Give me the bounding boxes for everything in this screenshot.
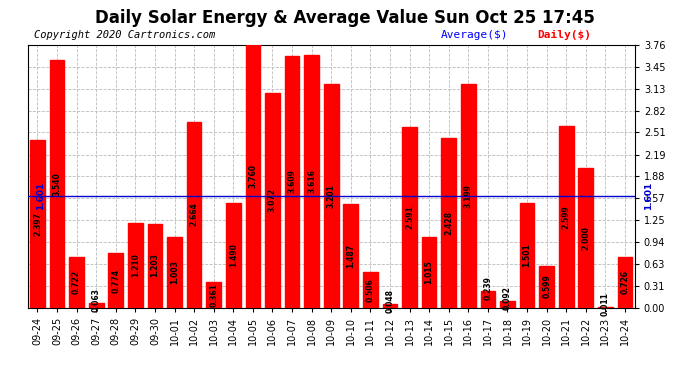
Bar (442, 138, 456, 308)
Text: 2.664: 2.664 (190, 202, 199, 226)
Text: 2.000: 2.000 (582, 226, 591, 250)
Bar (480, 291, 495, 308)
Bar (520, 203, 535, 308)
Text: 1.003: 1.003 (170, 261, 179, 284)
Text: Daily($): Daily($) (538, 30, 591, 40)
Text: 3.540: 3.540 (52, 172, 61, 196)
Bar (108, 254, 123, 308)
Bar (89, 303, 104, 307)
Bar (540, 266, 554, 308)
Text: 1.501: 1.501 (522, 243, 531, 267)
Text: 0.506: 0.506 (366, 278, 375, 302)
Text: 2.599: 2.599 (562, 205, 571, 229)
Text: 3.201: 3.201 (326, 184, 336, 208)
Bar (69, 257, 84, 307)
Bar (559, 126, 573, 308)
Bar (363, 272, 377, 308)
Text: 1.203: 1.203 (150, 254, 159, 278)
Bar (422, 237, 437, 308)
Text: 2.428: 2.428 (444, 211, 453, 235)
Bar (206, 282, 221, 308)
Text: 0.048: 0.048 (386, 290, 395, 314)
Text: 0.599: 0.599 (542, 275, 551, 298)
Text: 3.616: 3.616 (307, 170, 316, 193)
Text: 0.239: 0.239 (484, 276, 493, 300)
Text: 2.397: 2.397 (33, 212, 42, 236)
Bar (402, 127, 417, 308)
Text: 1.490: 1.490 (229, 243, 238, 267)
Bar (618, 257, 632, 307)
Text: 3.609: 3.609 (288, 170, 297, 194)
Text: 0.011: 0.011 (601, 292, 610, 316)
Text: 1.601: 1.601 (37, 182, 46, 210)
Text: 0.063: 0.063 (92, 288, 101, 312)
Text: Average($): Average($) (440, 30, 508, 40)
Text: 0.361: 0.361 (209, 283, 218, 307)
Bar (128, 223, 143, 308)
Bar (265, 93, 279, 308)
Text: 1.015: 1.015 (424, 260, 433, 284)
Text: 3.199: 3.199 (464, 184, 473, 208)
Bar (578, 168, 593, 308)
Bar (598, 307, 613, 308)
Text: 1.210: 1.210 (131, 254, 140, 277)
Bar (500, 301, 515, 307)
Bar (226, 204, 241, 308)
Text: 0.774: 0.774 (111, 268, 120, 292)
Bar (187, 122, 201, 308)
Bar (148, 224, 162, 308)
Bar (304, 55, 319, 308)
Text: 0.092: 0.092 (503, 286, 512, 310)
Bar (246, 45, 260, 308)
Bar (30, 140, 45, 308)
Bar (167, 237, 182, 308)
Bar (461, 84, 475, 308)
Bar (324, 84, 339, 308)
Bar (344, 204, 358, 308)
Bar (285, 56, 299, 308)
Text: Copyright 2020 Cartronics.com: Copyright 2020 Cartronics.com (34, 30, 215, 40)
Text: Daily Solar Energy & Average Value Sun Oct 25 17:45: Daily Solar Energy & Average Value Sun O… (95, 9, 595, 27)
Text: 3.072: 3.072 (268, 188, 277, 212)
Text: 0.722: 0.722 (72, 270, 81, 294)
Text: 3.760: 3.760 (248, 164, 257, 188)
Text: 1.487: 1.487 (346, 243, 355, 268)
Text: 2.591: 2.591 (405, 205, 414, 229)
Bar (50, 60, 64, 308)
Bar (383, 304, 397, 307)
Text: 0.726: 0.726 (620, 270, 629, 294)
Text: 1.601: 1.601 (644, 182, 653, 210)
